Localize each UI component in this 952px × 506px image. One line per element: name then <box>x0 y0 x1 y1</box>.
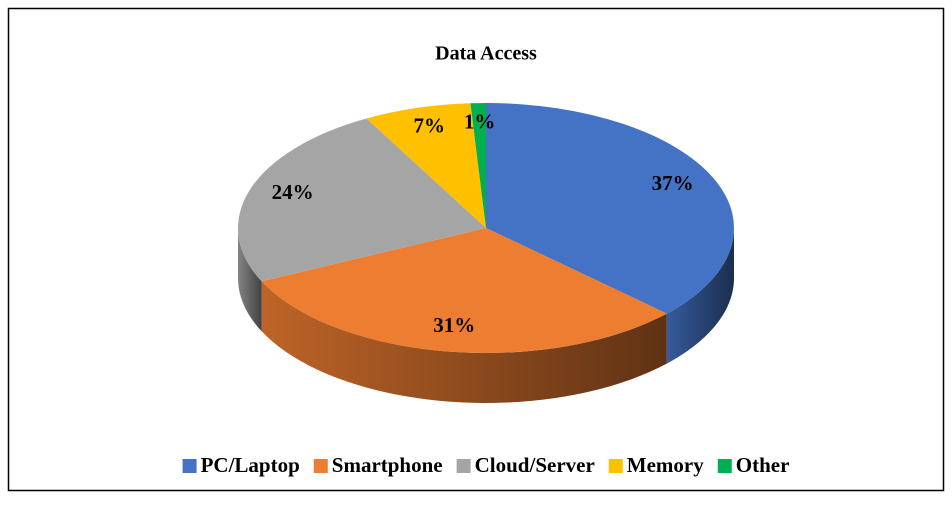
legend-swatch <box>717 459 732 473</box>
legend-label: Other <box>736 453 790 477</box>
data-label: 31% <box>433 313 475 337</box>
legend-label: Smartphone <box>332 453 443 477</box>
slice <box>486 103 735 314</box>
slice-side <box>261 281 667 403</box>
slice <box>261 228 667 353</box>
slice-side <box>238 228 262 332</box>
data-label: 1% <box>464 109 496 133</box>
legend-swatch <box>182 459 197 473</box>
slice <box>366 103 486 228</box>
slice <box>470 103 486 228</box>
slice <box>237 118 486 282</box>
legend-swatch <box>313 459 328 473</box>
slice-side <box>666 228 734 364</box>
data-label: 7% <box>414 113 446 137</box>
data-label: 24% <box>272 180 314 204</box>
data-label: 37% <box>652 171 694 195</box>
legend-swatch <box>608 459 623 473</box>
legend-swatch <box>456 459 471 473</box>
legend-label: PC/Laptop <box>201 453 300 477</box>
legend-label: Cloud/Server <box>475 453 595 477</box>
chart-title: Data Access <box>435 43 537 65</box>
legend-label: Memory <box>627 453 704 477</box>
